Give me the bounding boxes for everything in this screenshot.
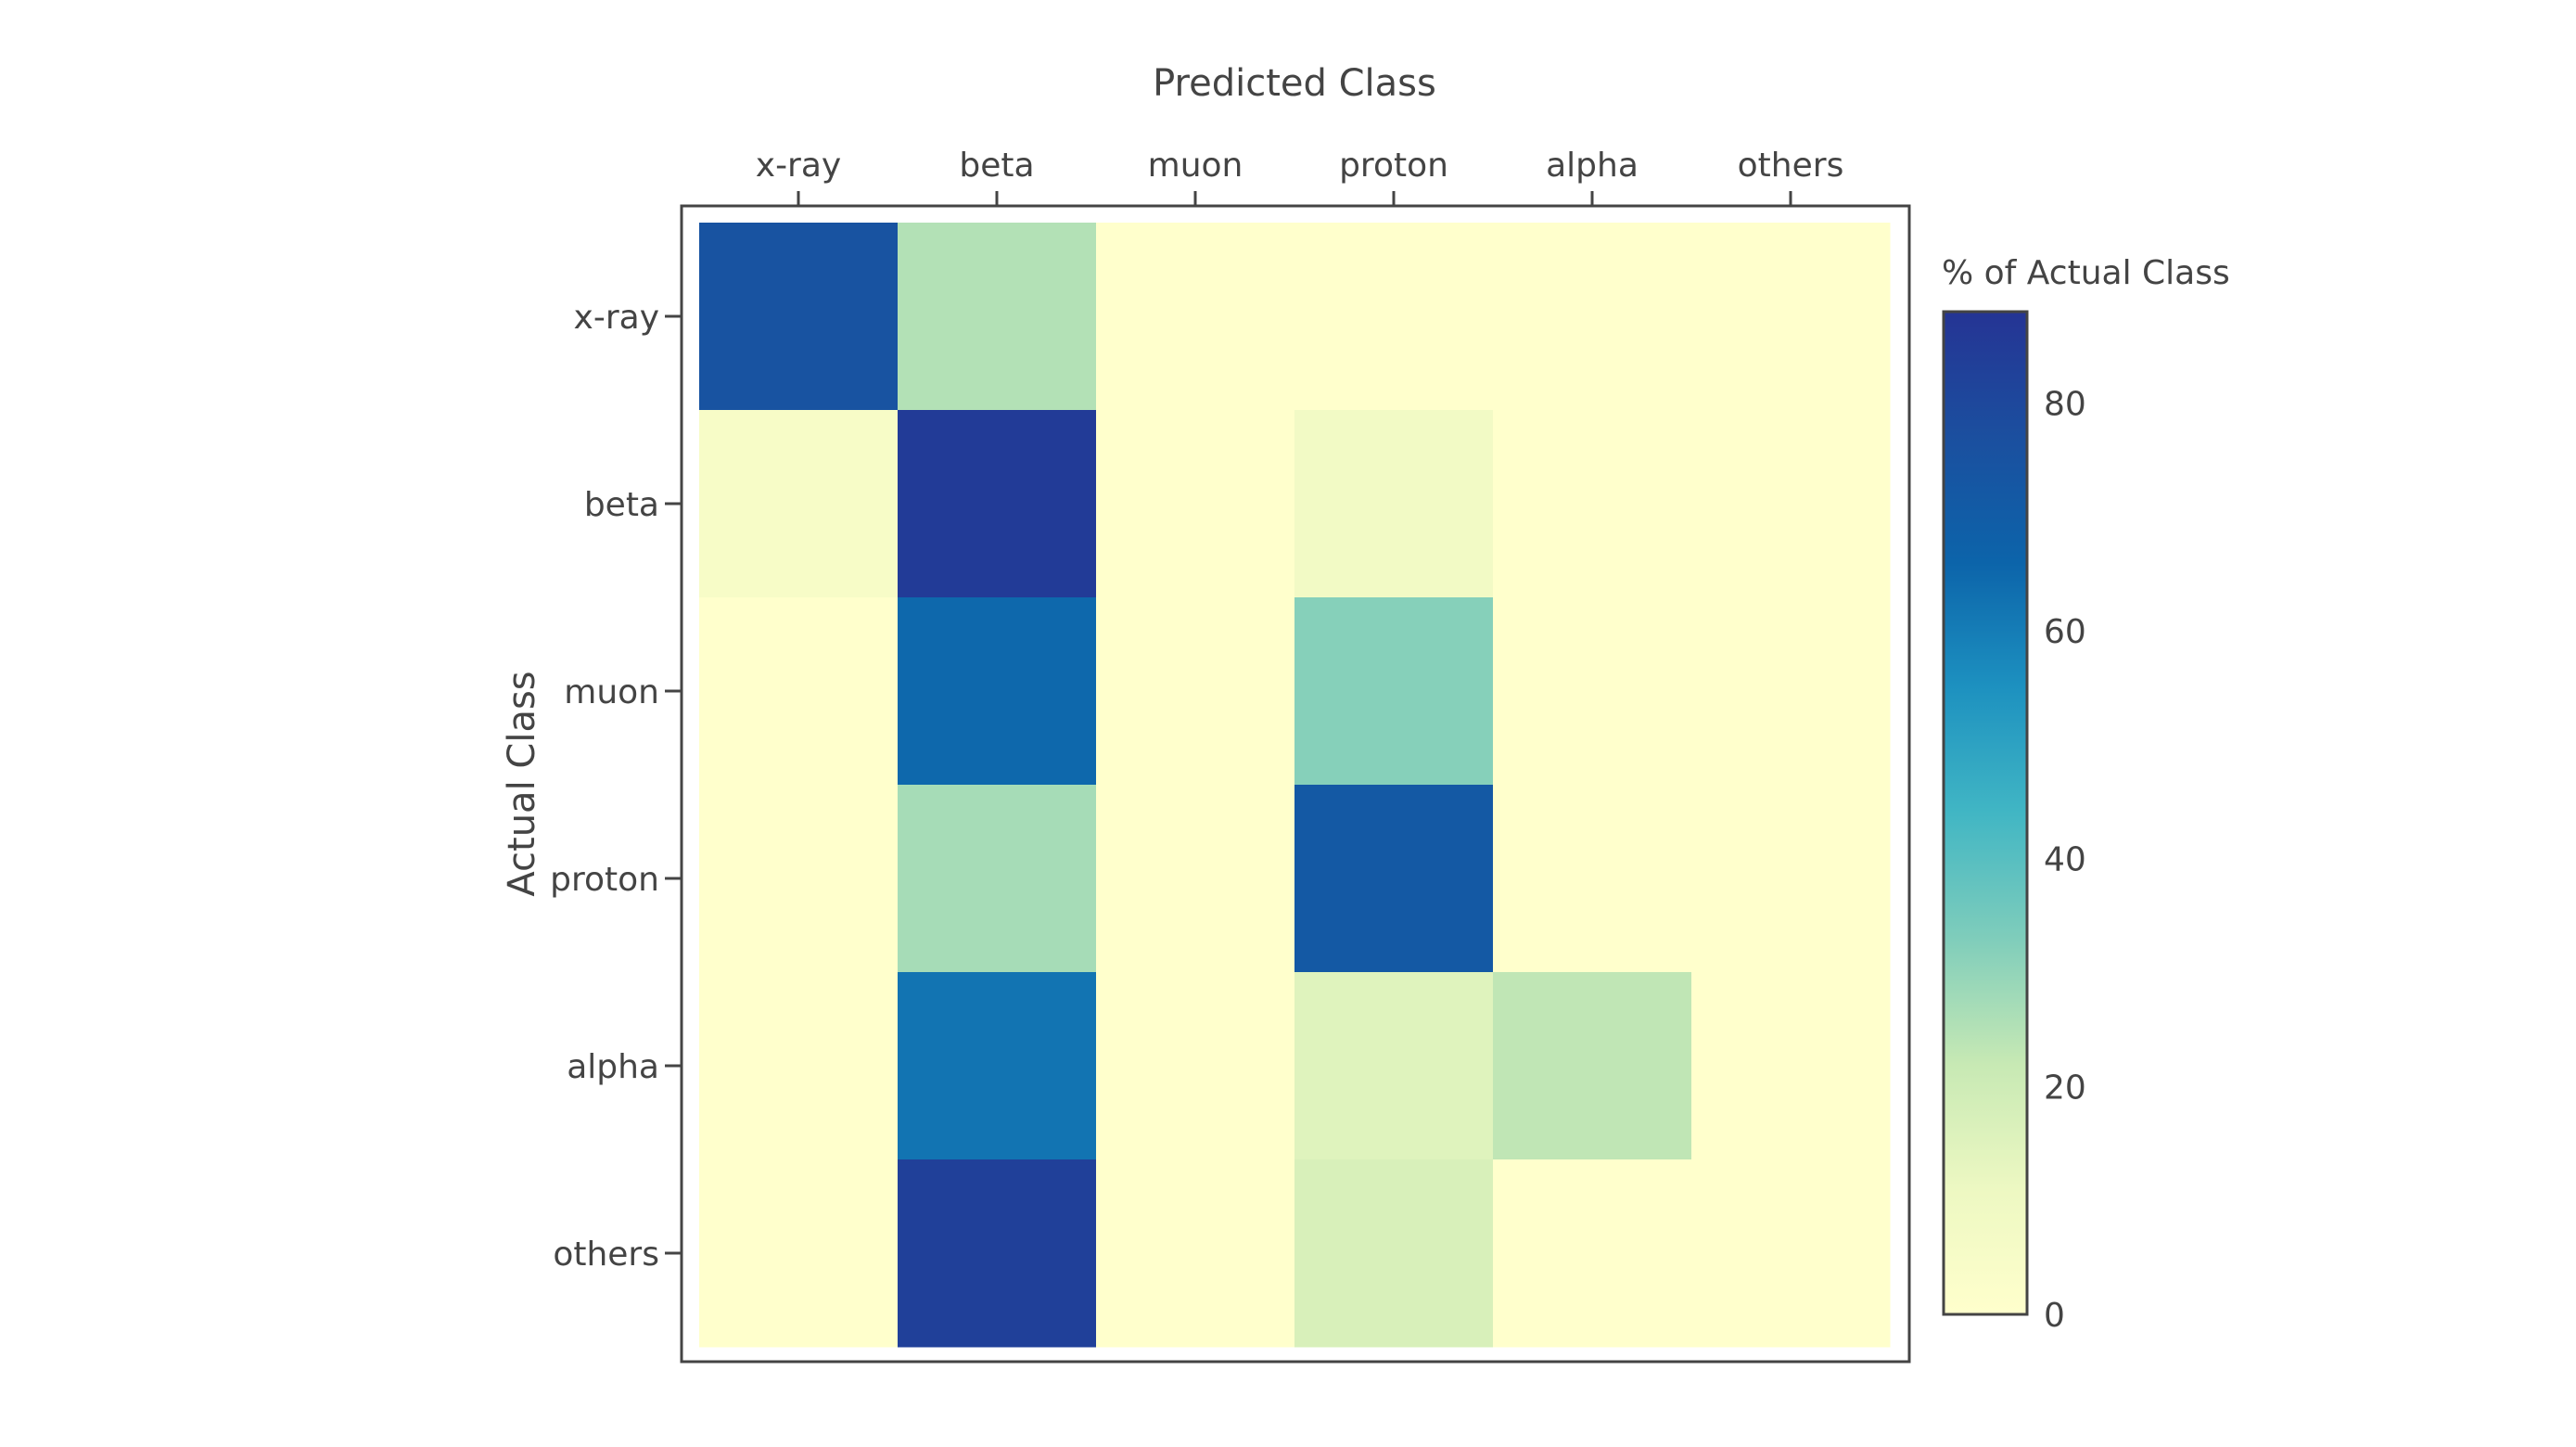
heatmap-cell <box>699 410 899 598</box>
x-tick-label: x-ray <box>756 147 841 185</box>
heatmap-cell <box>898 1159 1097 1348</box>
heatmap-cell <box>1096 597 1295 786</box>
heatmap-cell <box>1691 785 1891 973</box>
heatmap-cell <box>699 972 899 1160</box>
colorbar-tick-label: 0 <box>2044 1297 2065 1335</box>
heatmap-cell <box>898 972 1097 1160</box>
x-tick-label: beta <box>959 147 1034 185</box>
heatmap-cell <box>898 597 1097 786</box>
heatmap-cell <box>898 785 1097 973</box>
colorbar: % of Actual Class 0 20 40 60 80 <box>1942 254 2230 1335</box>
heatmap-cell <box>1096 785 1295 973</box>
y-tick-label: proton <box>550 861 659 899</box>
y-axis-title: Actual Class <box>501 671 543 896</box>
colorbar-gradient <box>1942 310 2029 1316</box>
heatmap-cell <box>699 785 899 973</box>
heatmap-cell <box>1294 223 1494 411</box>
y-tick-label: muon <box>564 673 659 711</box>
heatmap-cell <box>699 223 899 411</box>
y-tick-label: alpha <box>567 1048 659 1086</box>
heatmap-cell <box>898 410 1097 598</box>
heatmap-cells <box>699 223 1891 1348</box>
heatmap-cell <box>1691 410 1891 598</box>
heatmap-cell <box>1294 972 1494 1160</box>
y-axis: x-ray beta muon proton alpha others <box>550 299 682 1274</box>
colorbar-title: % of Actual Class <box>1942 254 2230 292</box>
colorbar-tick-label: 80 <box>2044 385 2086 423</box>
colorbar-tick-label: 60 <box>2044 613 2086 651</box>
heatmap-cell <box>699 597 899 786</box>
heatmap-cell <box>1493 972 1692 1160</box>
heatmap-cell <box>1096 410 1295 598</box>
heatmap-cell <box>1691 223 1891 411</box>
x-tick-label: muon <box>1148 147 1243 185</box>
colorbar-tick-label: 40 <box>2044 841 2086 879</box>
heatmap-cell <box>1691 597 1891 786</box>
colorbar-ticks: 0 20 40 60 80 <box>2044 385 2086 1335</box>
x-axis: x-ray beta muon proton alpha others <box>756 147 1844 206</box>
plot-frame <box>680 204 1911 1364</box>
heatmap-cell <box>1096 223 1295 411</box>
colorbar-tick-label: 20 <box>2044 1069 2086 1107</box>
heatmap-cell <box>1294 785 1494 973</box>
heatmap-cell <box>1691 1159 1891 1348</box>
x-tick-label: others <box>1738 147 1844 185</box>
heatmap-cell <box>1493 1159 1692 1348</box>
x-tick-label: alpha <box>1546 147 1639 185</box>
heatmap-cell <box>898 223 1097 411</box>
y-tick-label: others <box>553 1236 659 1274</box>
y-tick-label: x-ray <box>574 299 659 337</box>
heatmap-cell <box>1691 972 1891 1160</box>
heatmap-cell <box>1096 1159 1295 1348</box>
heatmap-cell <box>1096 972 1295 1160</box>
y-tick-label: beta <box>584 486 659 524</box>
heatmap-cell <box>1294 1159 1494 1348</box>
heatmap-cell <box>1493 597 1692 786</box>
heatmap-cell <box>699 1159 899 1348</box>
heatmap-cell <box>1294 597 1494 786</box>
x-tick-label: proton <box>1339 147 1448 185</box>
heatmap-cell <box>1493 785 1692 973</box>
heatmap-cell <box>1493 410 1692 598</box>
heatmap-cell <box>1294 410 1494 598</box>
heatmap-cell <box>1493 223 1692 411</box>
x-axis-title: Predicted Class <box>1153 62 1436 105</box>
